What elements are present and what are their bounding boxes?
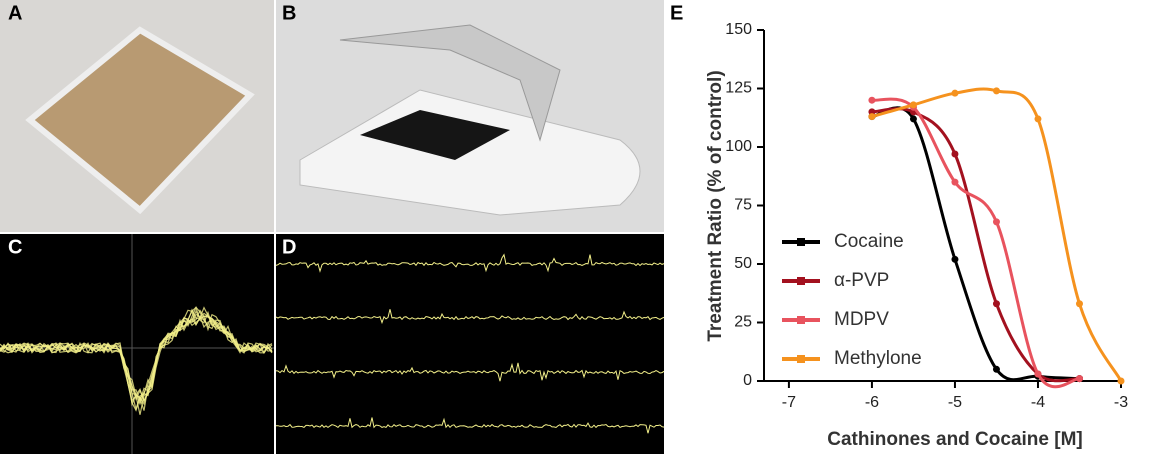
y-tick-label: 0 <box>743 372 752 389</box>
data-point <box>1034 115 1041 122</box>
data-point <box>951 90 958 97</box>
legend-swatch <box>797 355 805 363</box>
data-point <box>1076 300 1083 307</box>
y-tick-label: 50 <box>734 255 752 272</box>
legend-label: Cocaine <box>834 231 904 252</box>
data-point <box>993 87 1000 94</box>
data-point <box>951 256 958 263</box>
plot: 0 25 50 75 100 125 150 -7 -6 -5 -4 -3 Cocaine α-PVP MD… <box>725 21 1128 411</box>
data-point <box>951 151 958 158</box>
x-axis-label: Cathinones and Cocaine [M] <box>827 429 1082 450</box>
curve <box>872 89 1121 381</box>
y-tick-label: 125 <box>725 80 752 97</box>
data-point <box>993 366 1000 373</box>
data-point <box>951 179 958 186</box>
legend-label: MDPV <box>834 309 889 330</box>
x-tick-label: -7 <box>782 394 796 411</box>
y-tick-label: 100 <box>725 138 752 155</box>
data-point <box>868 97 875 104</box>
data-point <box>910 115 917 122</box>
legend-swatch <box>797 277 805 285</box>
panel-label: C <box>8 236 22 258</box>
y-axis-label: Treatment Ratio (% of control) <box>705 70 726 341</box>
panel-label: A <box>8 2 22 24</box>
x-tick-label: -6 <box>865 394 879 411</box>
data-point <box>1034 370 1041 377</box>
legend-swatch <box>797 238 805 246</box>
data-point <box>868 113 875 120</box>
figure: A B C D E Cathinones and Cocaine [M] Tre… <box>0 0 1149 454</box>
y-tick-label: 25 <box>734 314 752 331</box>
x-tick-label: -3 <box>1114 394 1128 411</box>
y-tick-label: 150 <box>725 21 752 38</box>
data-point <box>1076 375 1083 382</box>
data-point <box>1118 378 1125 385</box>
x-tick-label: -4 <box>1031 394 1045 411</box>
data-point <box>993 300 1000 307</box>
page: A B C D E Cathinones and Cocaine [M] Tre… <box>0 0 1149 454</box>
x-tick-label: -5 <box>948 394 962 411</box>
panel-label: B <box>282 2 296 24</box>
panel-label: D <box>282 236 296 258</box>
legend-label: Methylone <box>834 348 922 369</box>
data-point <box>993 218 1000 225</box>
panel-label: E <box>670 2 683 24</box>
data-point <box>910 101 917 108</box>
legend-swatch <box>797 316 805 324</box>
y-tick-label: 75 <box>734 197 752 214</box>
panel-d-photo <box>276 234 664 454</box>
legend-label: α-PVP <box>834 270 889 291</box>
